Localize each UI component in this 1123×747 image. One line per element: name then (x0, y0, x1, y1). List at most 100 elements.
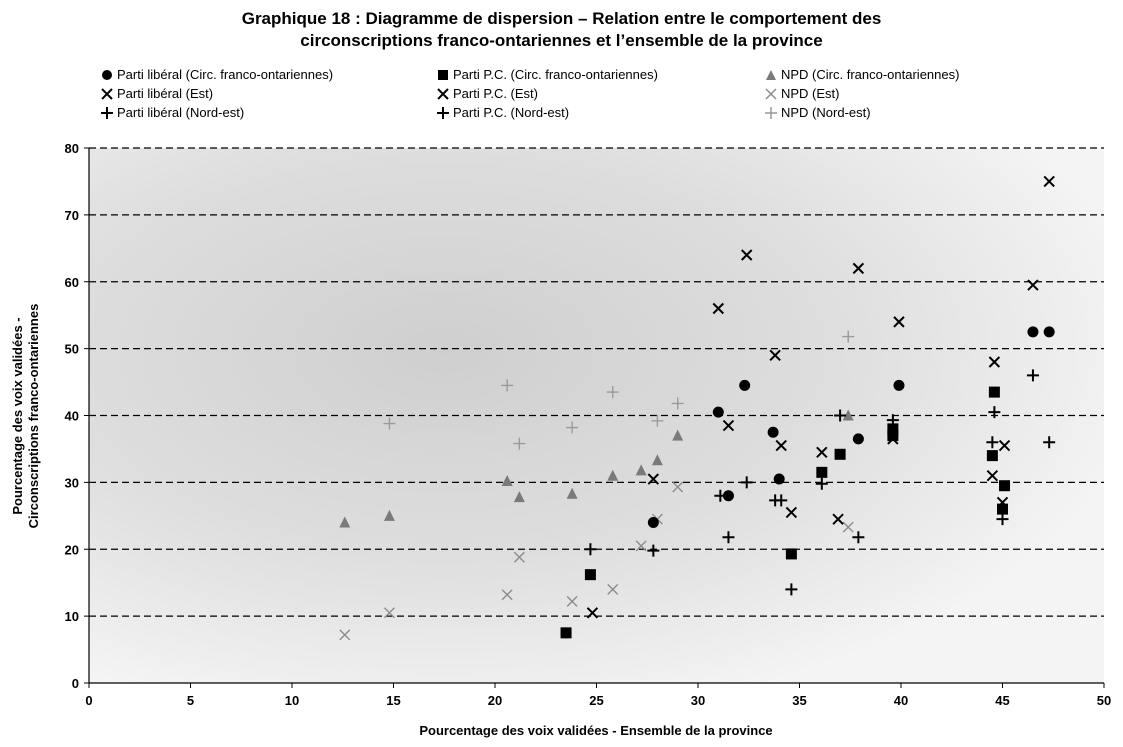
data-point-plus (988, 406, 1001, 419)
data-point-triangle (635, 464, 647, 476)
legend-item-npd-franco: NPD (Circ. franco-ontariennes) (764, 67, 959, 82)
data-point-x (339, 629, 351, 641)
legend-item-npd-nordest: NPD (Nord-est) (764, 105, 871, 120)
data-point-square (887, 430, 899, 442)
data-point-x (501, 589, 513, 601)
data-point-x (722, 419, 735, 432)
plus-marker-icon (436, 106, 450, 120)
data-point-plus (651, 414, 664, 427)
data-point-x (832, 513, 844, 525)
data-point-x (741, 249, 753, 261)
data-point-x (712, 302, 725, 315)
y-tick-label: 50 (65, 342, 79, 357)
y-tick-label: 0 (72, 676, 79, 691)
data-point-plus (501, 379, 514, 392)
square-marker-icon (436, 68, 450, 82)
legend-item-npd-est: NPD (Est) (764, 86, 840, 101)
data-point-x (672, 481, 684, 493)
data-point-x (785, 506, 798, 519)
data-point-plus (986, 436, 999, 449)
legend-item-pc-est: Parti P.C. (Est) (436, 86, 538, 101)
data-point-plus (513, 437, 526, 450)
x-tick-label: 15 (386, 693, 400, 708)
circle-marker-icon (100, 68, 114, 82)
legend-label: Parti libéral (Est) (117, 86, 214, 101)
legend-label: Parti libéral (Nord-est) (117, 105, 245, 120)
legend-label: Parti P.C. (Est) (453, 86, 539, 101)
data-point-plus (815, 477, 828, 490)
data-point-square (988, 386, 1000, 398)
data-point-circle (722, 490, 734, 502)
data-point-x (1027, 279, 1039, 291)
data-point-x (816, 446, 828, 458)
data-point-plus (671, 397, 684, 410)
legend-item-pc-franco: Parti P.C. (Circ. franco-ontariennes) (436, 67, 658, 82)
y-tick-label: 40 (65, 409, 79, 424)
data-point-square (584, 569, 596, 581)
x-tick-label: 20 (488, 693, 502, 708)
data-point-circle (739, 379, 751, 391)
data-point-x (986, 469, 999, 482)
data-point-circle (773, 473, 785, 485)
y-tick-label: 80 (65, 141, 79, 156)
triangle-marker-icon (764, 68, 778, 82)
data-point-circle (767, 426, 779, 438)
x-tick-label: 35 (792, 693, 806, 708)
x-axis-label: Pourcentage des voix validées - Ensemble… (419, 723, 772, 738)
data-point-x (635, 540, 647, 552)
y-tick-label: 60 (65, 275, 79, 290)
data-point-plus (834, 409, 847, 422)
data-point-square (560, 627, 572, 639)
data-point-x (769, 349, 781, 362)
data-point-triangle (513, 491, 525, 503)
data-point-triangle (672, 429, 684, 441)
chart-title-line-2: circonscriptions franco-ontariennes et l… (300, 31, 823, 50)
y-axis-label-line-2: Circonscriptions franco-ontariennes (26, 304, 41, 529)
data-point-x (383, 607, 395, 619)
data-point-plus (996, 513, 1009, 526)
data-point-x (566, 595, 578, 607)
x-tick-label: 50 (1097, 693, 1111, 708)
x-tick-label: 40 (894, 693, 908, 708)
data-point-square (986, 450, 998, 462)
chart-title-line-1: Graphique 18 : Diagramme de dispersion –… (241, 9, 882, 28)
data-point-x (852, 262, 865, 275)
legend-label: Parti P.C. (Nord-est) (453, 105, 570, 120)
y-axis-label-line-1: Pourcentage des voix validées - (10, 317, 25, 514)
data-point-triangle (383, 509, 395, 521)
data-point-square (997, 503, 1008, 515)
data-point-plus (842, 330, 855, 343)
axes (84, 147, 1105, 688)
data-point-plus (714, 489, 727, 502)
data-points (339, 175, 1056, 641)
data-point-circle (852, 433, 864, 445)
plus-marker-icon (764, 106, 778, 120)
data-point-plus (566, 421, 579, 434)
legend-item-liberal-nordest: Parti libéral (Nord-est) (100, 105, 244, 120)
data-point-plus (1026, 369, 1039, 382)
data-point-circle (1027, 326, 1039, 338)
x-tick-label: 5 (187, 693, 194, 708)
data-point-x (775, 439, 787, 452)
x-tick-label: 0 (85, 693, 92, 708)
legend-item-pc-nordest: Parti P.C. (Nord-est) (436, 105, 569, 120)
data-point-square (887, 423, 899, 435)
data-point-x (998, 439, 1011, 452)
x-marker-icon (764, 87, 778, 101)
data-point-triangle (501, 475, 513, 487)
data-point-square (785, 548, 797, 560)
y-tick-label: 70 (65, 208, 79, 223)
data-point-x (988, 356, 1001, 368)
data-point-plus (740, 476, 753, 489)
data-point-circle (647, 517, 659, 528)
x-tick-label: 25 (589, 693, 603, 708)
legend-label: Parti P.C. (Circ. franco-ontariennes) (453, 67, 658, 82)
data-point-square (834, 448, 846, 460)
plus-marker-icon (100, 106, 114, 120)
data-point-x (1043, 175, 1055, 188)
data-point-circle (712, 406, 724, 418)
data-point-square (999, 480, 1011, 492)
data-point-plus (584, 543, 597, 556)
x-tick-label: 30 (691, 693, 705, 708)
